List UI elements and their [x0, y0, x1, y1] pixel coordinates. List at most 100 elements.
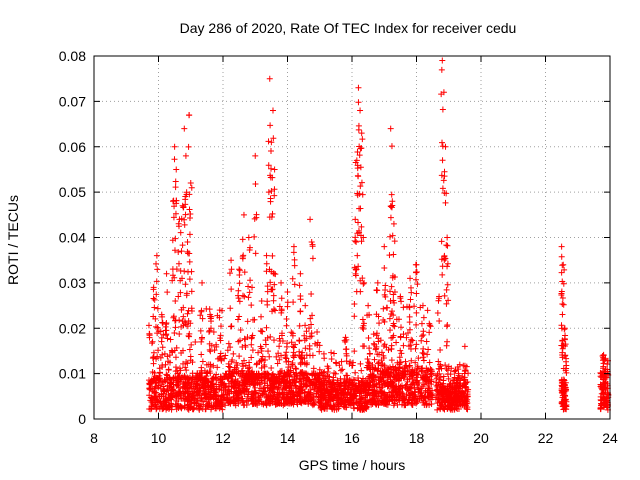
- data-point: [429, 387, 436, 394]
- data-point: [420, 331, 427, 338]
- data-point: [201, 367, 208, 374]
- data-point: [388, 204, 395, 211]
- data-point: [232, 402, 239, 409]
- data-point: [438, 238, 445, 245]
- data-point: [268, 365, 275, 372]
- data-point: [146, 381, 153, 388]
- data-point: [163, 371, 170, 378]
- data-point: [266, 75, 273, 82]
- data-point: [253, 377, 260, 384]
- data-point: [283, 378, 290, 385]
- x-tick-label: 14: [280, 430, 296, 446]
- data-point: [241, 269, 248, 276]
- data-point: [147, 406, 154, 413]
- data-point: [170, 381, 177, 388]
- data-point: [176, 372, 183, 379]
- data-point: [314, 328, 321, 335]
- data-point: [597, 393, 604, 400]
- data-point: [395, 371, 402, 378]
- data-point: [418, 337, 425, 344]
- data-point: [186, 206, 193, 213]
- data-point: [268, 213, 275, 220]
- data-point: [230, 350, 237, 357]
- data-point: [244, 318, 251, 325]
- data-point: [178, 306, 185, 313]
- data-point: [354, 252, 361, 259]
- data-point: [352, 369, 359, 376]
- data-point: [443, 190, 450, 197]
- data-point: [600, 354, 607, 361]
- data-point: [290, 243, 297, 250]
- data-point: [393, 339, 400, 346]
- data-point: [396, 385, 403, 392]
- data-point: [185, 394, 192, 401]
- data-point: [301, 360, 308, 367]
- data-point: [365, 375, 372, 382]
- data-point: [249, 368, 256, 375]
- data-point: [186, 250, 193, 257]
- data-point: [235, 385, 242, 392]
- data-point: [418, 333, 425, 340]
- data-point: [160, 392, 167, 399]
- data-point: [239, 255, 246, 262]
- data-point: [186, 112, 193, 119]
- data-point: [264, 288, 271, 295]
- data-point: [373, 330, 380, 337]
- data-point: [390, 389, 397, 396]
- data-point: [182, 201, 189, 208]
- data-point: [159, 344, 166, 351]
- data-point: [270, 306, 277, 313]
- data-point: [296, 352, 303, 359]
- data-point: [384, 304, 391, 311]
- data-point: [258, 357, 265, 364]
- data-point: [184, 310, 191, 317]
- data-point: [434, 310, 441, 317]
- data-point: [439, 185, 446, 192]
- data-point: [396, 364, 403, 371]
- data-point: [248, 354, 255, 361]
- data-point: [326, 390, 333, 397]
- data-point: [439, 139, 446, 146]
- data-point: [153, 377, 160, 384]
- data-point: [381, 243, 388, 250]
- data-point: [357, 107, 364, 114]
- data-point: [179, 385, 186, 392]
- data-point: [443, 242, 450, 249]
- data-point: [353, 388, 360, 395]
- data-point: [306, 382, 313, 389]
- data-point: [213, 401, 220, 408]
- data-point: [146, 330, 153, 337]
- data-point: [461, 368, 468, 375]
- data-point: [387, 233, 394, 240]
- data-point: [220, 391, 227, 398]
- data-point: [308, 400, 315, 407]
- data-point: [278, 377, 285, 384]
- data-point: [240, 211, 247, 218]
- data-point: [289, 275, 296, 282]
- data-point: [181, 268, 188, 275]
- data-point: [172, 178, 179, 185]
- data-point: [201, 395, 208, 402]
- data-point: [360, 322, 367, 329]
- data-point: [559, 354, 566, 361]
- data-point: [197, 327, 204, 334]
- data-point: [185, 143, 192, 150]
- data-point: [388, 308, 395, 315]
- data-point: [303, 328, 310, 335]
- data-point: [282, 354, 289, 361]
- data-point: [273, 353, 280, 360]
- data-point: [414, 377, 421, 384]
- data-point: [309, 255, 316, 262]
- data-point: [172, 324, 179, 331]
- data-point: [372, 401, 379, 408]
- data-point: [364, 355, 371, 362]
- data-points: [145, 57, 612, 413]
- data-point: [445, 396, 452, 403]
- data-point: [432, 396, 439, 403]
- data-point: [171, 156, 178, 163]
- data-point: [258, 298, 265, 305]
- data-point: [371, 356, 378, 363]
- data-point: [164, 289, 171, 296]
- data-point: [375, 359, 382, 366]
- data-point: [268, 286, 275, 293]
